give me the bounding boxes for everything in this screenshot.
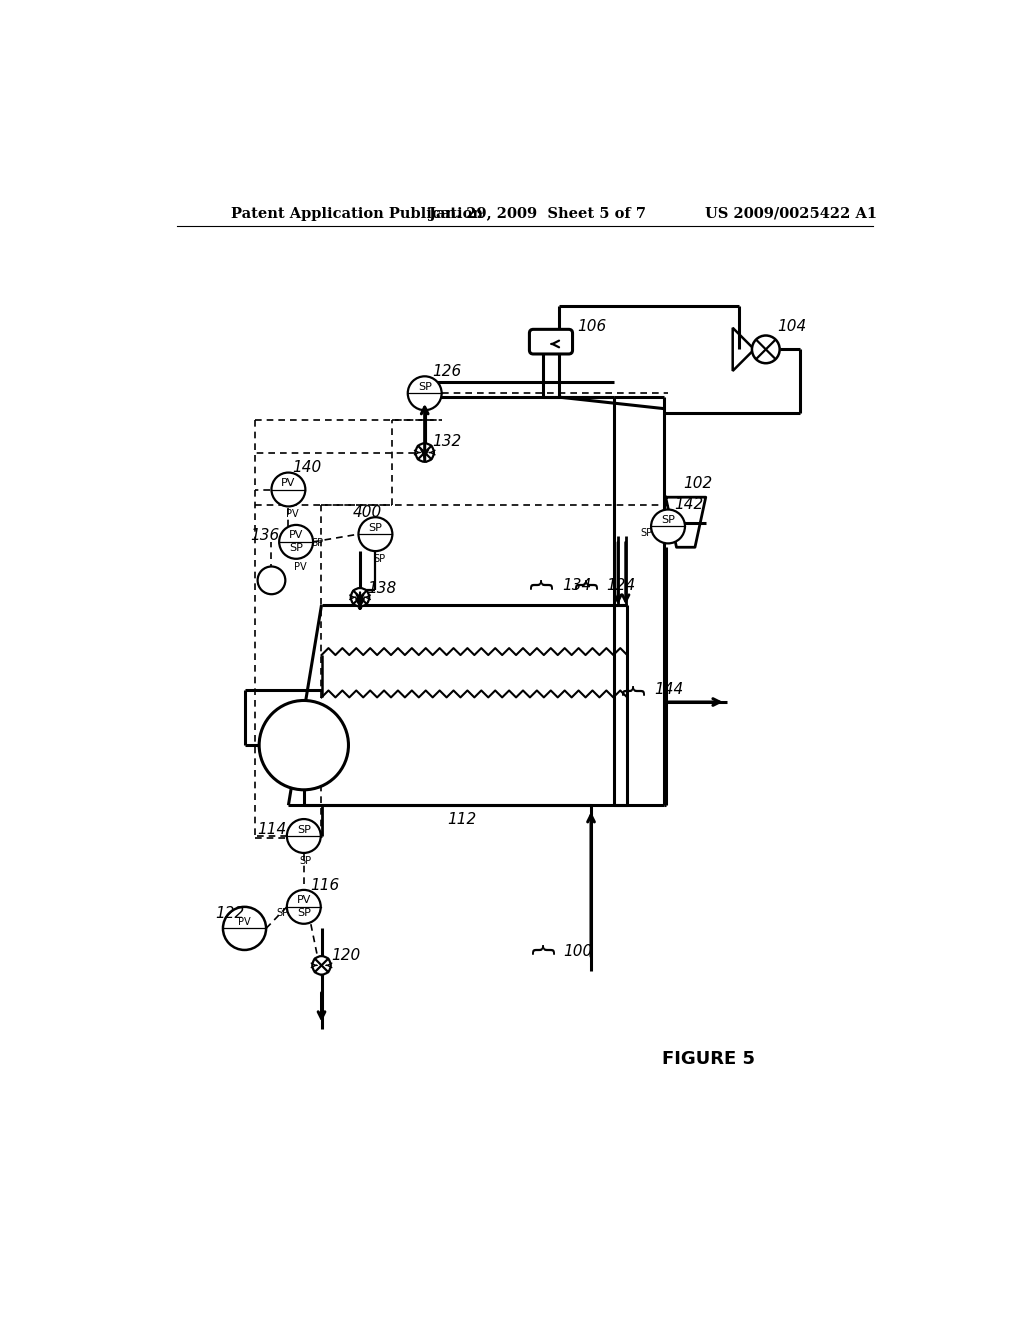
Text: SP: SP <box>662 515 675 525</box>
Circle shape <box>258 566 286 594</box>
Circle shape <box>416 444 434 462</box>
Text: SP: SP <box>418 381 432 392</box>
Circle shape <box>259 701 348 789</box>
Polygon shape <box>666 498 706 548</box>
Text: 120: 120 <box>331 948 360 962</box>
Text: FIGURE 5: FIGURE 5 <box>662 1051 755 1068</box>
Circle shape <box>351 589 370 607</box>
Text: SP: SP <box>299 855 311 866</box>
Text: PV: PV <box>294 561 306 572</box>
Circle shape <box>312 956 331 974</box>
Text: 134: 134 <box>562 578 591 593</box>
Text: 106: 106 <box>578 318 606 334</box>
Circle shape <box>223 907 266 950</box>
Text: 102: 102 <box>683 475 713 491</box>
Text: 142: 142 <box>674 498 703 512</box>
Circle shape <box>752 335 779 363</box>
Circle shape <box>287 818 321 853</box>
Text: 144: 144 <box>654 682 683 697</box>
Text: 400: 400 <box>352 506 382 520</box>
Text: SP: SP <box>276 908 289 917</box>
Circle shape <box>408 376 441 411</box>
Text: PV: PV <box>297 895 311 906</box>
Circle shape <box>651 510 685 544</box>
Text: SP: SP <box>297 908 310 919</box>
Text: 138: 138 <box>368 581 397 595</box>
Text: 122: 122 <box>215 906 245 920</box>
Text: PV: PV <box>239 917 251 927</box>
Circle shape <box>287 890 321 924</box>
Circle shape <box>358 517 392 552</box>
Text: 132: 132 <box>432 434 462 449</box>
Text: $\mathsf{\{}$: $\mathsf{\{}$ <box>527 574 554 589</box>
Text: SP: SP <box>369 523 382 533</box>
Text: 114: 114 <box>258 822 287 837</box>
Text: PV: PV <box>289 531 303 540</box>
Text: Jan. 29, 2009  Sheet 5 of 7: Jan. 29, 2009 Sheet 5 of 7 <box>429 207 646 220</box>
Text: 116: 116 <box>310 878 339 892</box>
Text: $\mathsf{\{}$: $\mathsf{\{}$ <box>620 681 646 696</box>
Text: SP: SP <box>373 554 385 564</box>
Text: 124: 124 <box>606 578 636 593</box>
Text: 140: 140 <box>292 461 322 475</box>
Text: PV: PV <box>282 478 296 488</box>
Text: SP: SP <box>289 544 303 553</box>
Text: Patent Application Publication: Patent Application Publication <box>230 207 482 220</box>
Text: 136: 136 <box>250 528 280 544</box>
Text: PV: PV <box>286 510 299 519</box>
Text: SP: SP <box>640 528 652 537</box>
Text: $\mathsf{\{}$: $\mathsf{\{}$ <box>571 574 599 589</box>
Text: $\mathsf{\{}$: $\mathsf{\{}$ <box>528 940 556 956</box>
Text: SP: SP <box>297 825 310 834</box>
Text: SP: SP <box>311 539 324 548</box>
Text: 112: 112 <box>447 812 476 826</box>
Text: 126: 126 <box>432 364 462 379</box>
Text: 100: 100 <box>563 944 593 960</box>
Text: US 2009/0025422 A1: US 2009/0025422 A1 <box>705 207 878 220</box>
FancyBboxPatch shape <box>529 330 572 354</box>
Text: 104: 104 <box>777 318 807 334</box>
Circle shape <box>280 525 313 558</box>
Circle shape <box>271 473 305 507</box>
